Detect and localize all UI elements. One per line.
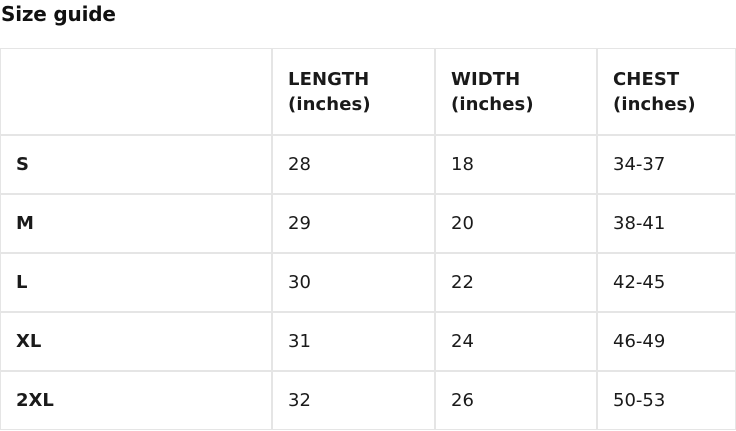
table-row: M 29 20 38-41 <box>0 194 736 253</box>
chest-cell: 34-37 <box>597 135 736 194</box>
length-cell: 29 <box>272 194 435 253</box>
table-row: XL 31 24 46-49 <box>0 312 736 371</box>
size-guide-table: LENGTH (inches) WIDTH (inches) CHEST (in… <box>0 48 736 430</box>
chest-cell: 46-49 <box>597 312 736 371</box>
header-cell-size <box>0 48 272 135</box>
page-title: Size guide <box>1 2 116 26</box>
length-cell: 31 <box>272 312 435 371</box>
length-cell: 32 <box>272 371 435 430</box>
header-cell-length: LENGTH (inches) <box>272 48 435 135</box>
size-cell: 2XL <box>0 371 272 430</box>
length-cell: 30 <box>272 253 435 312</box>
size-cell: M <box>0 194 272 253</box>
size-cell: XL <box>0 312 272 371</box>
header-cell-chest: CHEST (inches) <box>597 48 736 135</box>
size-cell: S <box>0 135 272 194</box>
chest-cell: 38-41 <box>597 194 736 253</box>
size-cell: L <box>0 253 272 312</box>
length-cell: 28 <box>272 135 435 194</box>
table-header-row: LENGTH (inches) WIDTH (inches) CHEST (in… <box>0 48 736 135</box>
width-cell: 26 <box>435 371 597 430</box>
width-cell: 24 <box>435 312 597 371</box>
width-cell: 18 <box>435 135 597 194</box>
chest-cell: 42-45 <box>597 253 736 312</box>
chest-cell: 50-53 <box>597 371 736 430</box>
width-cell: 22 <box>435 253 597 312</box>
table-row: L 30 22 42-45 <box>0 253 736 312</box>
width-cell: 20 <box>435 194 597 253</box>
table-row: S 28 18 34-37 <box>0 135 736 194</box>
header-cell-width: WIDTH (inches) <box>435 48 597 135</box>
table-row: 2XL 32 26 50-53 <box>0 371 736 430</box>
